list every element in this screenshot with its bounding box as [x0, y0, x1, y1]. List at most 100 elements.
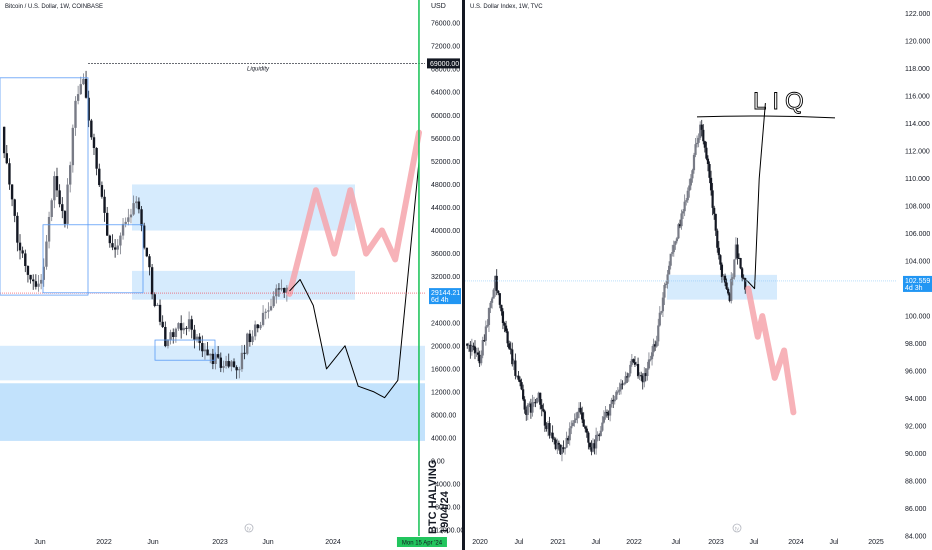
candle-body	[691, 170, 694, 179]
candle-body	[511, 349, 514, 365]
y-tick-label: 76000.00	[431, 21, 460, 28]
candle-body	[224, 361, 228, 366]
candle-body	[150, 267, 154, 295]
y-tick-label: 20000.00	[431, 343, 460, 350]
candle-body	[82, 78, 85, 85]
x-tick-label: 2024	[788, 539, 804, 546]
dxy-chart[interactable]: 122.000 120.000 118.000 116.000 114.000 112.0…	[465, 0, 932, 550]
candle-body	[512, 360, 515, 365]
candle-body	[520, 382, 523, 390]
candle-body	[467, 344, 470, 346]
x-tick-label: Jul	[592, 539, 601, 546]
candle-body	[562, 447, 565, 450]
candle-body	[649, 359, 652, 361]
y-tick-label: 32000.00	[431, 274, 460, 281]
candle-body	[737, 257, 741, 259]
candle-body	[480, 355, 483, 364]
candle-body	[641, 376, 644, 383]
candle-body	[560, 447, 564, 455]
candle-body	[688, 185, 691, 191]
candle-body	[574, 418, 578, 421]
candle-body	[514, 360, 517, 376]
candle-body	[700, 124, 703, 130]
dxy-chart-pane[interactable]: 122.000 120.000 118.000 116.000 114.000 112.0…	[465, 0, 932, 550]
candle-body	[727, 288, 730, 294]
candle-body	[682, 211, 685, 214]
candle-body	[646, 368, 649, 377]
candle-body	[127, 217, 130, 222]
range-box-outer	[0, 77, 89, 296]
x-tick-label: 2022	[626, 539, 642, 546]
candle-body	[132, 203, 135, 215]
bitcoin-chart-pane[interactable]: 76000.00 72000.00 68000.00 64000.00 60000.00…	[0, 0, 462, 550]
candle-body	[481, 340, 484, 356]
zone-3	[0, 383, 425, 441]
candle-body	[251, 336, 254, 343]
y-tick-label: 100.000	[905, 314, 930, 321]
red-projection	[286, 129, 422, 297]
candle-body	[571, 422, 574, 427]
candle-body	[195, 336, 199, 340]
candle-body	[531, 402, 534, 413]
candle-body	[472, 345, 475, 347]
candle-body	[714, 213, 717, 231]
y-tick-label: 106.000	[905, 231, 930, 238]
chart-title: Bitcoin / U.S. Dollar, 1W, COINBASE	[5, 4, 103, 10]
candle-body	[490, 298, 494, 303]
candle-body	[615, 391, 618, 400]
candle-body	[713, 207, 716, 214]
candle-body	[473, 346, 477, 354]
candle-body	[577, 407, 581, 412]
candle-body	[515, 375, 519, 377]
candle-body	[193, 329, 196, 340]
candle-body	[240, 352, 244, 370]
candle-body	[546, 423, 550, 429]
candle-body	[643, 373, 646, 383]
y-tick-label: 36000.00	[431, 251, 460, 258]
candle-body	[526, 404, 529, 415]
candle-body	[657, 325, 660, 342]
candle-body	[285, 287, 289, 293]
candle-body	[100, 185, 104, 197]
candle-body	[716, 230, 719, 248]
candle-body	[609, 404, 612, 416]
candle-body	[666, 274, 669, 284]
candle-body	[658, 312, 661, 326]
y-tick-label: 92.000	[905, 424, 927, 431]
range-box-low	[154, 339, 216, 361]
candle-body	[537, 392, 540, 398]
candle-body	[518, 379, 522, 383]
candle-body	[55, 176, 59, 191]
candle-body	[543, 411, 546, 426]
price-tag-time: 4d 3h	[905, 285, 923, 292]
candle-body	[613, 399, 616, 402]
candle-body	[216, 354, 220, 358]
zone-1	[132, 270, 355, 300]
candle-body	[553, 438, 556, 440]
y-tick-label: 114.000	[905, 121, 930, 128]
candle-body	[549, 432, 553, 436]
candle-body	[42, 266, 45, 280]
y-tick-label: 108.000	[905, 204, 930, 211]
candle-body	[129, 214, 133, 218]
candle-body	[135, 201, 138, 204]
candle-body	[16, 215, 19, 243]
chart-title: U.S. Dollar Index, 1W, TVC	[470, 4, 543, 10]
red-projection	[745, 285, 797, 416]
pane-divider[interactable]	[462, 0, 465, 550]
candle-body	[142, 225, 146, 248]
candle-body	[116, 245, 119, 250]
candle-body	[238, 369, 241, 371]
y-tick-label: 44000.00	[431, 205, 460, 212]
y-tick-label: 60000.00	[431, 113, 460, 120]
candle-body	[24, 253, 27, 267]
bitcoin-chart[interactable]: 76000.00 72000.00 68000.00 64000.00 60000.00…	[0, 0, 462, 550]
y-tick-label: 88.000	[905, 479, 927, 486]
candle-body	[678, 224, 682, 227]
candle-body	[8, 163, 11, 185]
candle-body	[26, 266, 30, 275]
candle-body	[563, 447, 567, 450]
y-tick-label: 40000.00	[431, 228, 460, 235]
y-tick-label: 96.000	[905, 369, 927, 376]
candle-body	[264, 311, 267, 313]
